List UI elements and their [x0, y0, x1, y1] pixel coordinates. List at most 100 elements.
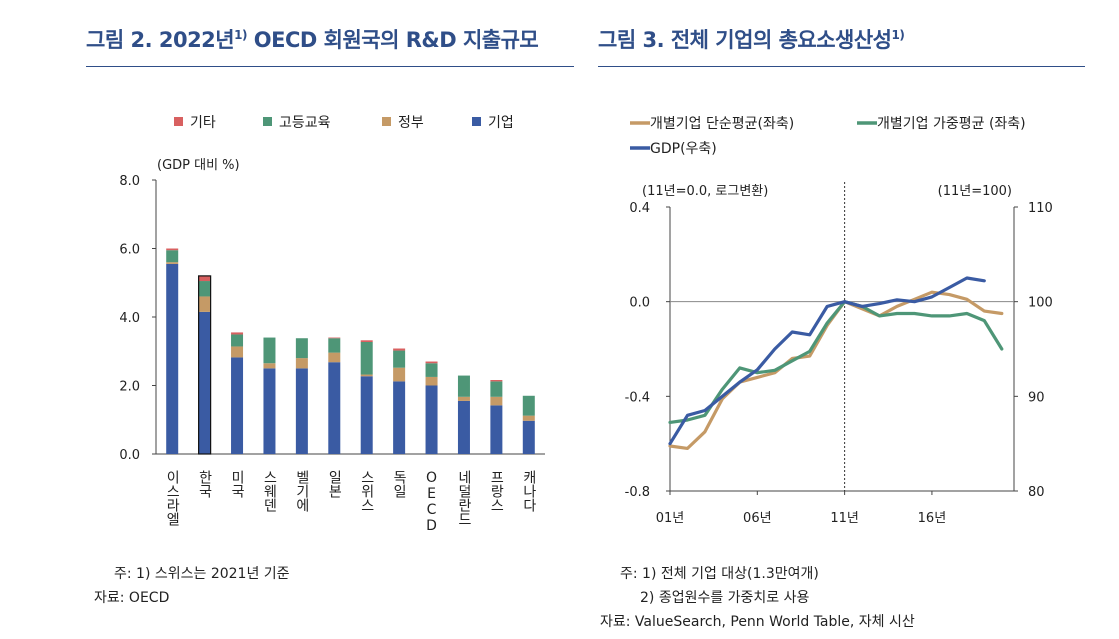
- line-left-tick-label: -0.4: [625, 390, 650, 405]
- bar-기타-프랑스: [490, 380, 503, 382]
- bar-기업-일본: [328, 362, 341, 454]
- bar-legend-label-2: 정부: [398, 115, 424, 131]
- chart2-title: 그림 2. 2022년1) OECD 회원국의 R&D 지출규모: [86, 28, 539, 52]
- bar-고등교육-네덜란드: [457, 375, 470, 397]
- bar-기타-이스라엘: [166, 248, 179, 251]
- bar-정부-스웨덴: [263, 363, 276, 369]
- bar-기업-네덜란드: [457, 400, 470, 454]
- line-x-tick-label: 01년: [656, 511, 685, 526]
- bar-기업-스위스: [360, 376, 373, 454]
- bar-기업-벨기에: [295, 368, 308, 454]
- line-chart: -0.8 -0.4 0.0 0.4 80 90 100 110 01년 06년 11년 16년 (11년…: [625, 116, 1053, 526]
- bar-고등교육-미국: [231, 334, 244, 347]
- line-left-tick-label: 0.4: [629, 201, 650, 216]
- bar-legend-swatch-2: [382, 117, 391, 126]
- line-right-tick-label: 90: [1028, 390, 1045, 405]
- bar-고등교육-이스라엘: [166, 250, 179, 263]
- bar-정부-스위스: [360, 374, 373, 377]
- bar-기업-독일: [393, 381, 406, 454]
- line-series-2: [668, 276, 986, 446]
- line-legend-label-0: 개별기업 단순평균(좌축): [650, 116, 794, 132]
- bar-정부-네덜란드: [457, 396, 470, 401]
- line-x-tick-label: 11년: [830, 511, 859, 526]
- bar-고등교육-프랑스: [490, 381, 503, 397]
- line-left-axis-note: (11년=0.0, 로그변환): [642, 184, 768, 199]
- chart2-notes: 주: 1) 스위스는 2021년 기준 자료: OECD: [94, 562, 290, 610]
- chart3-title: 그림 3. 전체 기업의 총요소생산성1): [598, 28, 905, 52]
- bar-legend-swatch-1: [263, 117, 272, 126]
- bar-기타-한국: [198, 275, 211, 282]
- bar-category-label: 이스라엘: [164, 470, 180, 526]
- bar-고등교육-독일: [393, 350, 406, 368]
- bar-정부-프랑스: [490, 396, 503, 406]
- bar-category-label: 벨기에: [294, 470, 310, 512]
- bar-category-label: 스웨덴: [261, 470, 277, 512]
- bar-기업-한국: [198, 311, 211, 454]
- bar-y-tick-label: 2.0: [119, 380, 140, 395]
- bar-category-label: OECD: [424, 470, 440, 534]
- chart2-title-rule: [86, 66, 574, 67]
- bar-고등교육-캐나다: [522, 395, 535, 416]
- chart3-title-rule: [598, 66, 1085, 67]
- line-series-1: [668, 300, 1004, 424]
- bar-category-label: 독일: [391, 470, 407, 498]
- bar-정부-한국: [198, 296, 211, 312]
- line-x-tick-label: 06년: [743, 511, 772, 526]
- bar-정부-캐나다: [522, 415, 535, 421]
- bar-정부-이스라엘: [166, 262, 179, 264]
- bar-legend-swatch-0: [174, 117, 183, 126]
- bar-category-label: 미국: [229, 470, 245, 498]
- chart3-notes: 주: 1) 전체 기업 대상(1.3만여개) 2) 종업원수를 가중치로 사용 …: [600, 562, 915, 634]
- bar-정부-독일: [393, 367, 406, 382]
- bar-unit-label: (GDP 대비 %): [157, 158, 240, 173]
- line-right-tick-label: 110: [1028, 201, 1053, 216]
- line-left-tick-label: -0.8: [625, 485, 650, 500]
- line-legend-label-2: GDP(우축): [650, 141, 717, 157]
- bar-기타-OECD: [425, 361, 438, 364]
- bar-정부-벨기에: [295, 358, 308, 369]
- line-right-axis-note: (11년=100): [938, 184, 1012, 199]
- line-x-tick-label: 16년: [918, 511, 947, 526]
- bar-category-label: 일본: [326, 470, 342, 498]
- bar-기타-스위스: [360, 340, 373, 343]
- bar-category-label: 프랑스: [488, 470, 504, 512]
- bar-category-label: 캐나다: [521, 470, 537, 512]
- line-right-tick-label: 80: [1028, 485, 1045, 500]
- bar-기타-미국: [231, 332, 244, 335]
- bar-기타-일본: [328, 337, 341, 339]
- bar-고등교육-한국: [198, 281, 211, 297]
- bar-고등교육-벨기에: [295, 338, 308, 359]
- bar-고등교육-스웨덴: [263, 337, 276, 364]
- bar-기업-OECD: [425, 385, 438, 454]
- bar-기업-스웨덴: [263, 368, 276, 454]
- chart3-note-2: 2) 종업원수를 가중치로 사용: [640, 590, 810, 606]
- bar-고등교육-스위스: [360, 342, 373, 375]
- chart3-note-1: 주: 1) 전체 기업 대상(1.3만여개): [620, 566, 819, 582]
- bar-정부-OECD: [425, 376, 438, 386]
- line-right-tick-label: 100: [1028, 296, 1053, 311]
- bar-legend-label-0: 기타: [190, 115, 216, 131]
- chart3-source: 자료: ValueSearch, Penn World Table, 자체 시산: [600, 614, 915, 630]
- bar-y-tick-label: 6.0: [119, 243, 140, 258]
- bar-고등교육-OECD: [425, 363, 438, 377]
- bar-category-label: 스위스: [359, 470, 375, 512]
- bar-기업-이스라엘: [166, 263, 179, 454]
- bar-legend-swatch-3: [472, 117, 481, 126]
- bar-고등교육-일본: [328, 338, 341, 353]
- bar-기타-독일: [393, 348, 406, 351]
- chart2-note-1: 주: 1) 스위스는 2021년 기준: [114, 566, 290, 582]
- chart2-source: 자료: OECD: [94, 590, 170, 606]
- bar-y-tick-label: 0.0: [119, 448, 140, 463]
- line-legend-label-1: 개별기업 가중평균 (좌축): [877, 116, 1026, 132]
- bar-legend-label-3: 기업: [488, 115, 514, 131]
- bar-highlight-outline: [198, 275, 212, 455]
- line-left-tick-label: 0.0: [629, 296, 650, 311]
- bar-정부-미국: [231, 346, 244, 358]
- bar-기업-캐나다: [522, 420, 535, 454]
- bar-기업-미국: [231, 357, 244, 454]
- bar-y-tick-label: 8.0: [119, 174, 140, 189]
- bar-category-label: 네덜란드: [456, 470, 472, 526]
- bar-정부-일본: [328, 352, 341, 363]
